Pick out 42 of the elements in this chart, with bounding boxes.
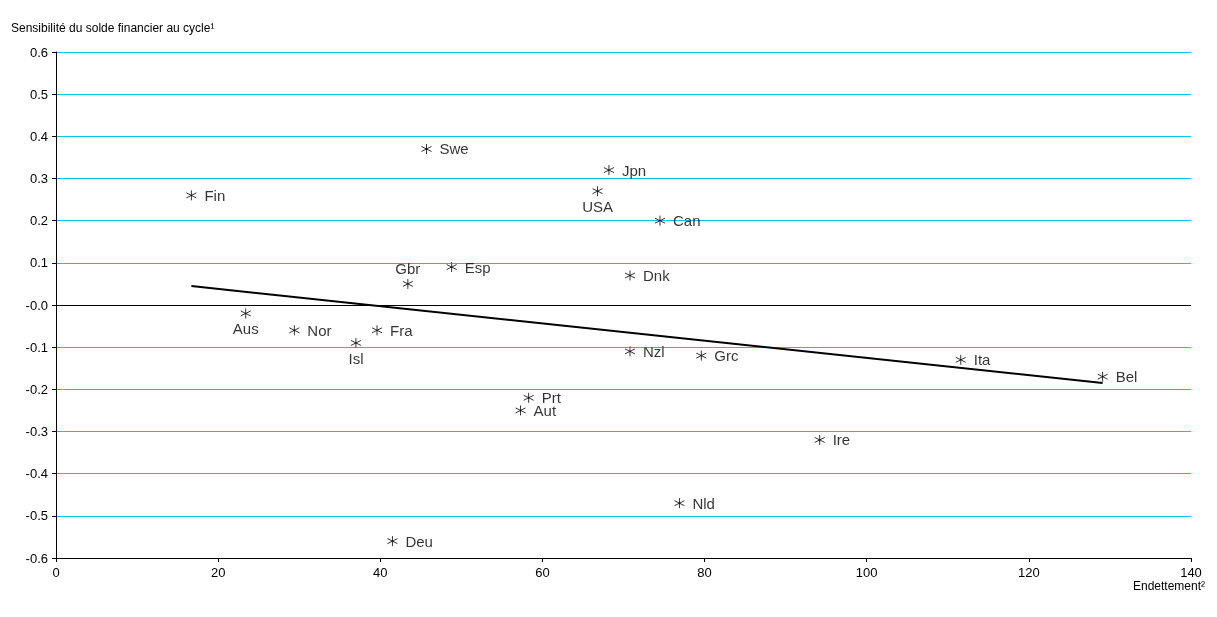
y-tick-label: 0.2: [29, 213, 48, 229]
y-tick-label: 0.4: [29, 128, 48, 144]
y-tick-label: -0.3: [25, 424, 48, 439]
annotation: Aus: [232, 320, 259, 338]
annotation: Deu: [405, 532, 433, 550]
x-tick-label: 40: [373, 565, 388, 580]
y-tick-label: 0.6: [29, 44, 48, 60]
annotation: Fin: [204, 186, 226, 204]
x-tick-label: 120: [1018, 565, 1040, 580]
x-tick-label: 20: [210, 565, 226, 580]
y-tick-label: -0.2: [25, 381, 48, 397]
y-tick-label: 0.3: [29, 171, 48, 186]
annotation: Fra: [390, 321, 414, 339]
y-tick-label: -0.1: [25, 339, 48, 355]
annotation: Esp: [464, 258, 491, 276]
annotation: Isl: [348, 349, 364, 367]
y-tick-label: 0.5: [29, 86, 48, 102]
y-tick-label: 0.1: [29, 255, 48, 271]
annotation: Nld: [692, 494, 715, 512]
annotation: Prt: [541, 389, 562, 407]
annotation: Ita: [973, 351, 992, 369]
annotation: Gbr: [395, 259, 421, 277]
annotation: Bel: [1115, 368, 1138, 386]
annotation: Grc: [714, 347, 739, 365]
annotation: USA: [582, 198, 613, 216]
annotation: Nzl: [642, 342, 665, 360]
annotation: Dnk: [642, 266, 671, 284]
x-tick-label: 0: [52, 565, 60, 580]
y-tick-label: -0.5: [25, 508, 48, 524]
annotation: Jpn: [621, 161, 647, 179]
annotation: Ire: [832, 431, 851, 449]
x-axis-title: Endettement²: [1132, 579, 1205, 593]
x-tick-label: 60: [535, 565, 550, 580]
x-tick-label: 100: [855, 565, 878, 580]
y-tick-label: -0.4: [25, 466, 48, 482]
x-tick-label: 140: [1180, 565, 1202, 580]
x-tick-label: 80: [697, 565, 712, 580]
y-tick-label: -0.6: [25, 550, 48, 566]
y-tick-label: -0.0: [25, 297, 48, 313]
annotation: Swe: [439, 140, 469, 158]
y-axis-title: Sensibilité du solde financier au cycle¹: [11, 21, 215, 35]
annotation: Nor: [307, 321, 332, 339]
